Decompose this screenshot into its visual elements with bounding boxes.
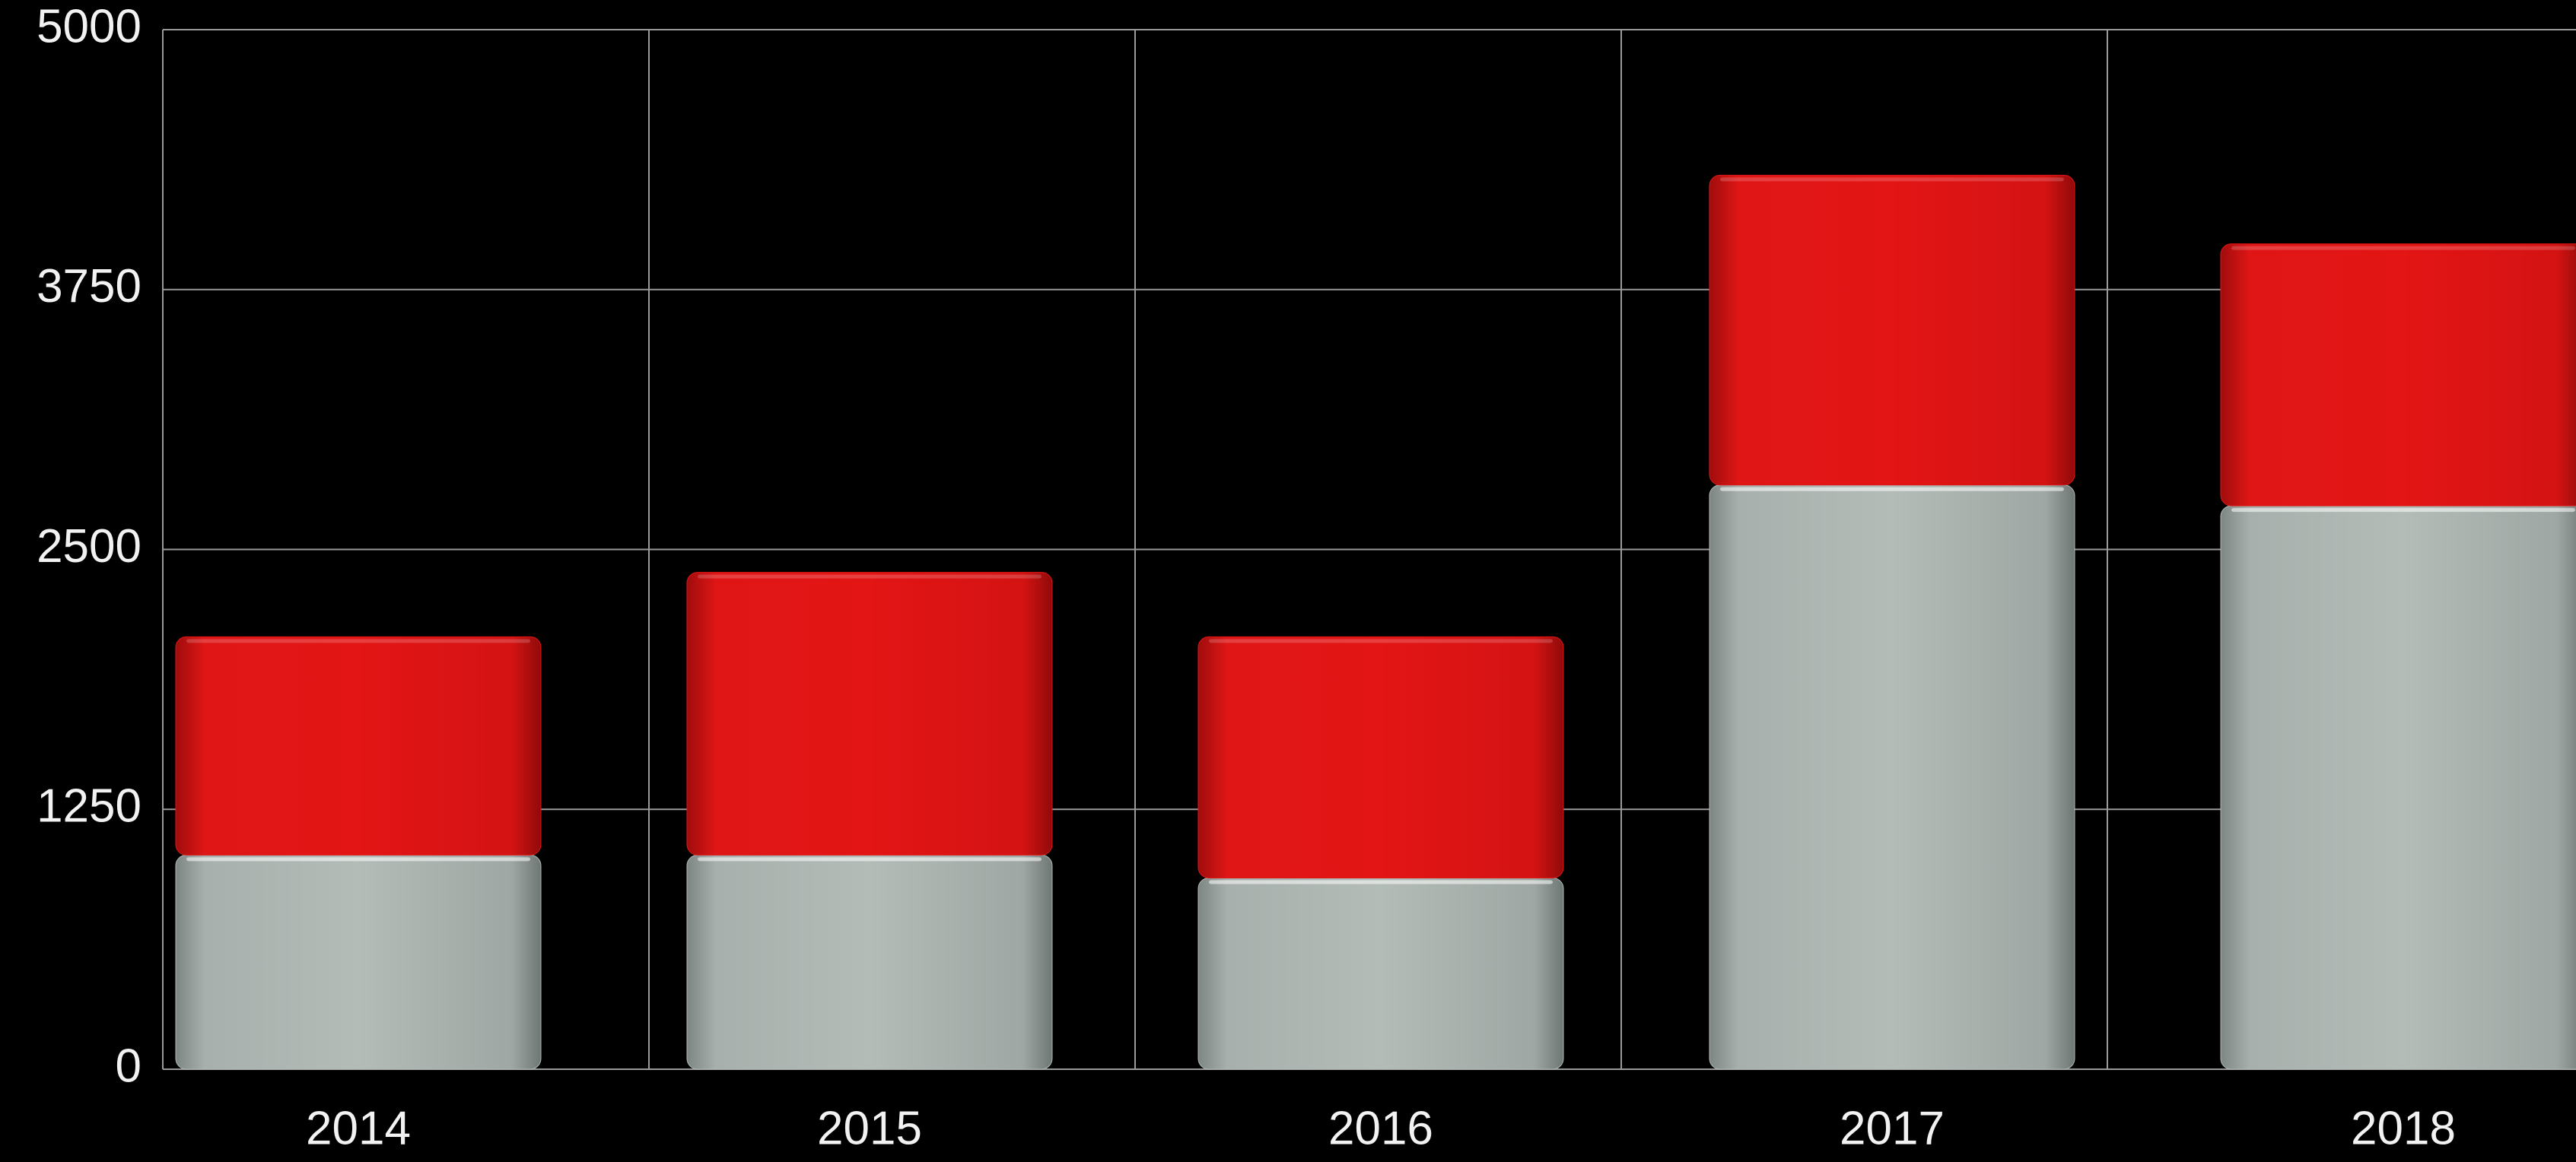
bar-segment: [1197, 636, 1564, 878]
bar-highlight: [2231, 508, 2575, 513]
bar-highlight: [1209, 880, 1553, 884]
y-tick-label: 3750: [37, 260, 142, 313]
x-tick-label: 2018: [2351, 1102, 2456, 1154]
bar-segment: [1709, 484, 2075, 1070]
bar-highlight: [698, 574, 1042, 579]
bar-highlight: [698, 857, 1042, 862]
bar-highlight: [1720, 487, 2064, 491]
bar-highlight: [186, 857, 530, 862]
x-tick-label: 2017: [1840, 1102, 1945, 1154]
y-tick-label: 5000: [37, 0, 142, 52]
bar-segment: [175, 636, 542, 856]
bar-highlight: [1209, 639, 1553, 643]
bar-segment: [2220, 243, 2576, 506]
bar-segment: [1709, 174, 2075, 486]
y-tick-label: 0: [116, 1040, 142, 1092]
bar-segment: [686, 572, 1053, 856]
bar-segment: [175, 854, 542, 1070]
y-tick-label: 1250: [37, 780, 142, 833]
bar-segment: [686, 854, 1053, 1070]
x-tick-label: 2016: [1328, 1102, 1433, 1154]
y-tick-label: 2500: [37, 520, 142, 573]
bar-segment: [1197, 877, 1564, 1070]
bar-highlight: [186, 639, 530, 643]
bar-highlight: [2231, 246, 2575, 250]
bar-segment: [2220, 505, 2576, 1070]
x-tick-label: 2015: [817, 1102, 922, 1154]
bar-highlight: [1720, 177, 2064, 182]
x-tick-label: 2014: [306, 1102, 411, 1154]
